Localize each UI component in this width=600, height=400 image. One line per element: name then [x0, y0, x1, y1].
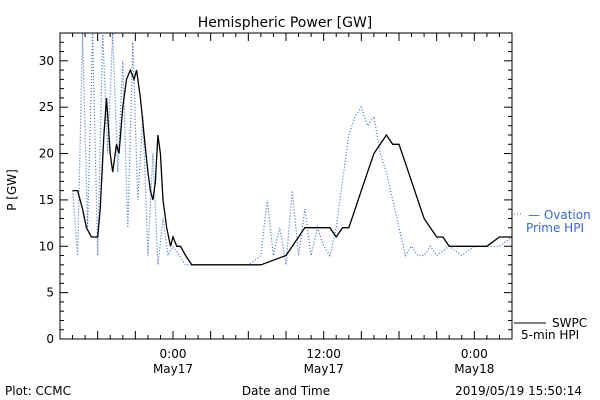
- series-swpc-line: [72, 68, 512, 266]
- y-tick-label: 15: [39, 193, 54, 207]
- x-tick-label-time: 0:00: [160, 347, 187, 361]
- y-tick-label: 20: [39, 147, 54, 161]
- y-axis: 0 5 10 15 20 25 30: [39, 32, 512, 346]
- x-tick-label-date: May17: [304, 362, 344, 376]
- legend-swpc-line1: SWPC: [552, 316, 587, 330]
- y-tick-label: 5: [46, 286, 54, 300]
- x-tick-label-date: May17: [153, 362, 193, 376]
- y-axis-label: P [GW]: [5, 169, 19, 211]
- series-ovation-prime-line: [72, 33, 512, 266]
- footer-plot-credit: Plot: CCMC: [5, 384, 71, 398]
- x-tick-label-date: May18: [454, 362, 494, 376]
- series-layer: [72, 33, 512, 266]
- plot-frame: [59, 32, 513, 340]
- chart-title: Hemispheric Power [GW]: [198, 15, 373, 31]
- legend: — Ovation Prime HPI SWPC 5-min HPI: [514, 208, 591, 342]
- legend-ovation-line2: Prime HPI: [526, 221, 584, 235]
- x-tick-label-time: 0:00: [461, 347, 488, 361]
- y-tick-label: 10: [39, 239, 54, 253]
- y-tick-label: 25: [39, 100, 54, 114]
- x-axis-label: Date and Time: [242, 384, 330, 398]
- legend-swpc-line2: 5-min HPI: [521, 328, 579, 342]
- y-tick-label: 0: [46, 332, 54, 346]
- legend-ovation-line1: — Ovation: [528, 208, 591, 222]
- x-axis: 0:00May1712:00May170:00May1812:00May180:…: [72, 33, 513, 376]
- x-tick-label-time: 12:00: [306, 347, 341, 361]
- y-tick-label: 30: [39, 54, 54, 68]
- footer-timestamp: 2019/05/19 15:50:14: [455, 384, 582, 398]
